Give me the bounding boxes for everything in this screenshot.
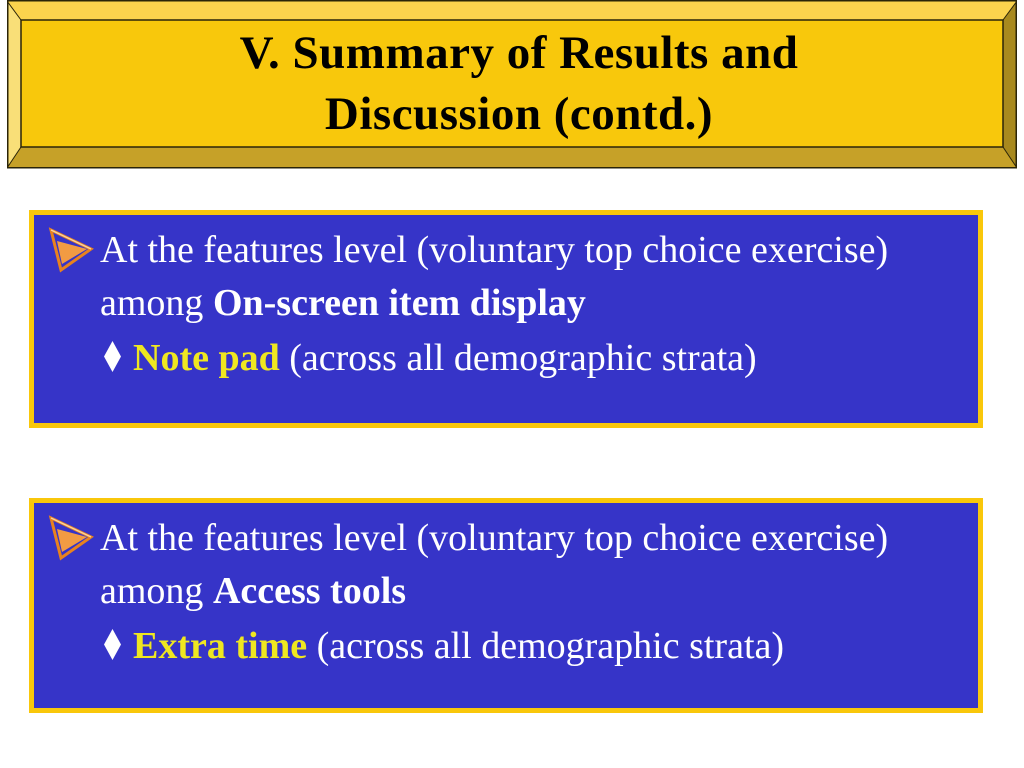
sub-bullet-highlight: Note pad (133, 337, 280, 379)
bullet-text-line1: At the features level (voluntary top cho… (100, 517, 889, 559)
sub-bullet-rest: (across all demographic strata) (307, 625, 785, 667)
box-content: At the features level (voluntary top cho… (34, 503, 978, 673)
sub-bullet-line: Extra time (across all demographic strat… (104, 620, 960, 673)
bullet-text-line1: At the features level (voluntary top cho… (100, 229, 889, 271)
bullet-line: At the features level (voluntary top cho… (100, 512, 960, 618)
sub-bullet-rest: (across all demographic strata) (279, 337, 757, 379)
sub-bullet-highlight: Extra time (133, 625, 308, 667)
diamond-bullet-icon (104, 629, 121, 660)
bullet-line: At the features level (voluntary top cho… (100, 224, 960, 330)
title-plaque: V. Summary of Results and Discussion (co… (7, 0, 1017, 169)
slide-title-line1: V. Summary of Results and (239, 26, 799, 79)
content-box-access-tools: At the features level (voluntary top cho… (29, 498, 983, 713)
slide-title-line2: Discussion (contd.) (324, 87, 714, 140)
box-content: At the features level (voluntary top cho… (34, 215, 978, 385)
bullet-text-line2-bold: On-screen item display (212, 282, 586, 324)
content-box-onscreen-item-display: At the features level (voluntary top cho… (29, 210, 983, 428)
diamond-bullet-icon (104, 341, 121, 372)
slide-title: V. Summary of Results and Discussion (co… (28, 20, 1010, 147)
bullet-text-line2-prefix: among (100, 282, 213, 324)
bullet-text-line2-prefix: among (100, 570, 213, 612)
arrow-bullet-icon (48, 515, 94, 561)
bullet-text-line2-bold: Access tools (212, 570, 407, 612)
gold-bevel-frame (7, 0, 1017, 169)
sub-bullet-line: Note pad (across all demographic strata) (104, 332, 960, 385)
arrow-bullet-icon (48, 227, 94, 273)
